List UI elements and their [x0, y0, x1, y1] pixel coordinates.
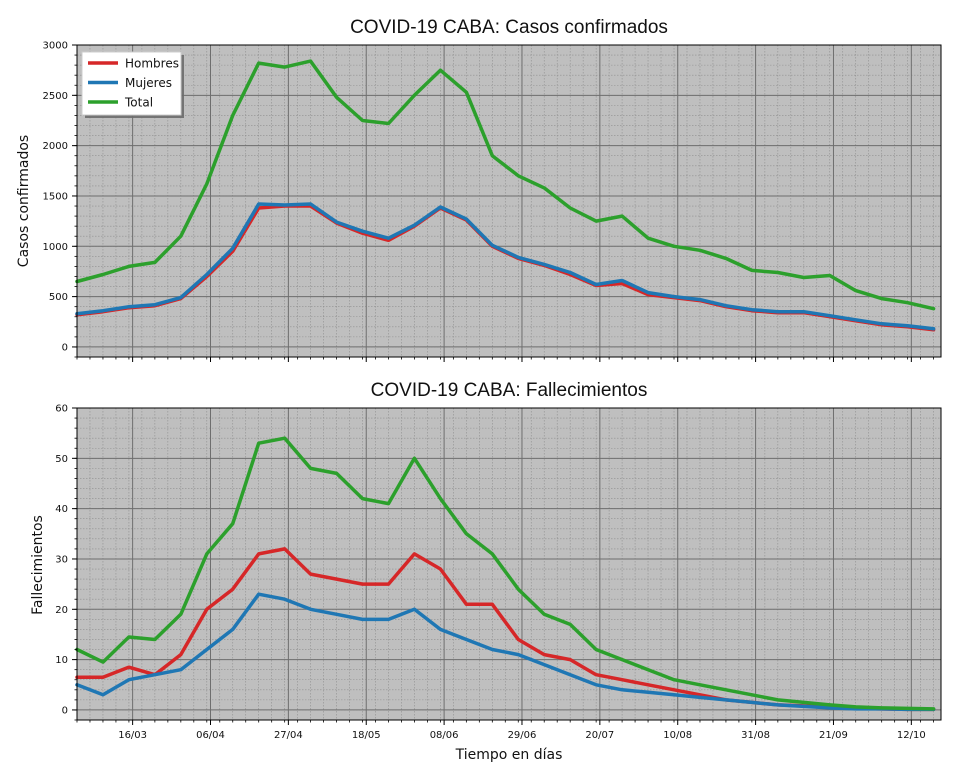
y-tick-label: 20: [55, 605, 68, 616]
plot-area-fallecimientos: [77, 408, 941, 720]
series-casos: [75, 59, 936, 332]
x-tick-label: 27/04: [274, 730, 303, 741]
series-line-mujeres: [75, 202, 936, 331]
x-tick-label: 20/07: [585, 730, 614, 741]
series-line-total: [75, 436, 936, 711]
y-tick-label: 500: [49, 292, 68, 303]
chart-fallecimientos: 0 10 20 30 40 50 60 16/03 06/04 27/04 18/05 08/06 2…: [30, 380, 942, 763]
chart-casos-confirmados: 0 500 1000 1500 2000 2500 3000 COVID-19 CABA: …: [16, 17, 942, 362]
y-tick-label: 1000: [43, 242, 68, 253]
y-tick-label: 40: [55, 504, 68, 515]
y-ticks-fallecimientos: 0 10 20 30 40 50 60: [55, 404, 77, 721]
legend-label-total: Total: [124, 96, 153, 110]
y-tick-label: 50: [55, 454, 68, 465]
y-tick-label: 2500: [43, 91, 68, 102]
chart-title-casos: COVID-19 CABA: Casos confirmados: [350, 17, 668, 38]
y-tick-label: 3000: [43, 41, 68, 52]
legend: Hombres Mujeres Total: [81, 51, 184, 118]
y-ticks-casos: 0 500 1000 1500 2000 2500 3000: [43, 41, 77, 358]
y-tick-label: 2000: [43, 141, 68, 152]
x-tick-label: 31/08: [741, 730, 770, 741]
plot-frame-fallecimientos: [76, 407, 942, 721]
series-line-mujeres: [75, 592, 936, 712]
x-ticks-fallecimientos: 16/03 06/04 27/04 18/05 08/06 29/06 20/07 10/08…: [76, 720, 934, 741]
y-tick-label: 0: [62, 342, 68, 353]
series-line-total: [75, 59, 936, 311]
plot-frame-casos: [76, 44, 942, 358]
x-tick-label: 12/10: [897, 730, 926, 741]
y-tick-label: 60: [55, 404, 68, 415]
y-tick-label: 0: [62, 705, 68, 716]
plot-area-casos: [77, 45, 941, 357]
y-tick-label: 30: [55, 554, 68, 565]
x-tick-label: 06/04: [196, 730, 225, 741]
grid-fallecimientos: [76, 407, 941, 721]
chart-title-fallecimientos: COVID-19 CABA: Fallecimientos: [371, 380, 648, 401]
y-tick-label: 10: [55, 655, 68, 666]
series-fallecimientos: [75, 436, 936, 712]
x-tick-label: 18/05: [352, 730, 381, 741]
legend-label-mujeres: Mujeres: [125, 76, 172, 90]
grid-casos: [76, 44, 941, 358]
x-tick-label: 08/06: [430, 730, 459, 741]
x-tick-label: 21/09: [819, 730, 848, 741]
y-tick-label: 1500: [43, 191, 68, 202]
y-axis-label-fallecimientos: Fallecimientos: [30, 515, 46, 615]
x-tick-label: 29/06: [508, 730, 537, 741]
x-tick-label: 16/03: [118, 730, 147, 741]
y-axis-label-casos: Casos confirmados: [16, 135, 32, 267]
legend-label-hombres: Hombres: [125, 57, 179, 71]
x-axis-label: Tiempo en días: [455, 747, 563, 763]
x-ticks-casos: [76, 357, 934, 362]
x-tick-label: 10/08: [663, 730, 692, 741]
